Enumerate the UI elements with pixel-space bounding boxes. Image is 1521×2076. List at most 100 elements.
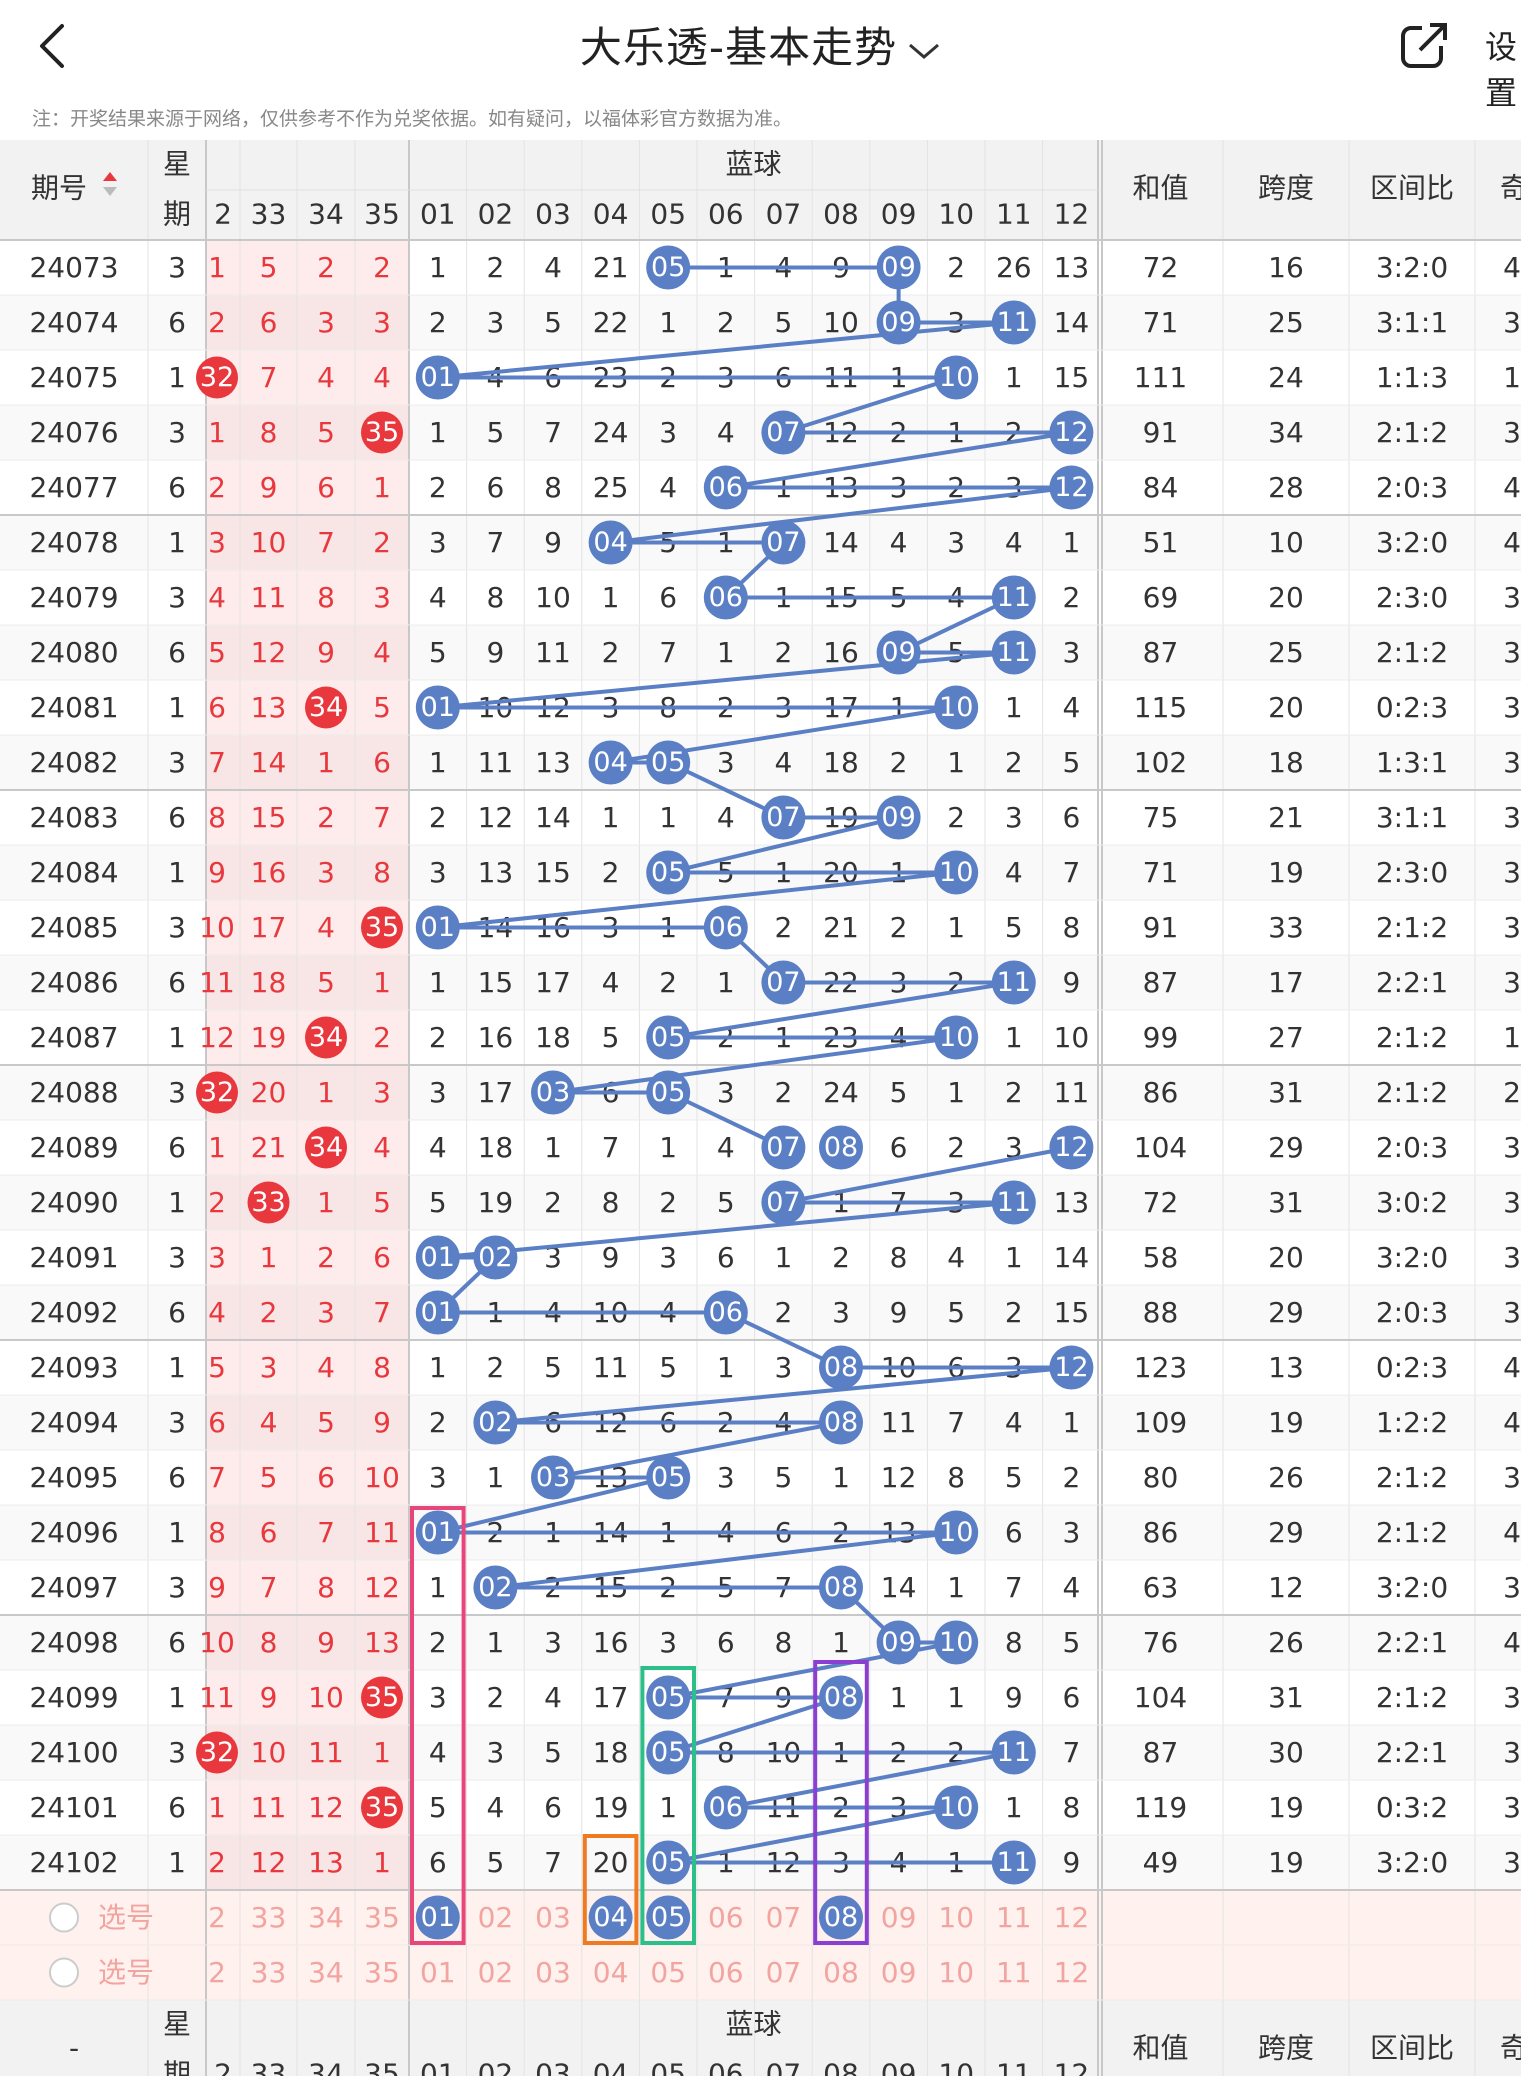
pick-label[interactable]: 选号 — [98, 1956, 154, 1989]
front-miss-count: 1 — [317, 746, 335, 779]
pick-blue-option[interactable]: 10 — [938, 1956, 974, 1989]
row-sum: 99 — [1143, 1021, 1179, 1054]
front-miss-count: 3 — [373, 1076, 391, 1109]
pick-blue-option[interactable]: 12 — [1054, 1956, 1090, 1989]
row-span: 31 — [1268, 1186, 1304, 1219]
row-zone: 3:2:0 — [1376, 1241, 1448, 1274]
pick-front-option[interactable]: 35 — [364, 1956, 400, 1989]
chevron-left-icon[interactable] — [30, 18, 80, 74]
row-sum: 109 — [1134, 1406, 1187, 1439]
pick-blue-option[interactable]: 03 — [535, 1901, 571, 1934]
blue-miss-count: 18 — [593, 1736, 629, 1769]
pick-front-option[interactable]: 2 — [208, 1956, 226, 1989]
front-miss-count: 17 — [251, 911, 287, 944]
pick-front-option[interactable]: 33 — [251, 1956, 287, 1989]
blue-miss-count: 8 — [890, 1241, 908, 1274]
blue-miss-count: 1 — [1005, 1241, 1023, 1274]
pick-front-option[interactable]: 33 — [251, 1901, 287, 1934]
front-hit-number: 34 — [309, 692, 343, 723]
pick-blue-selected[interactable] — [588, 1895, 633, 1940]
page-title[interactable]: 大乐透-基本走势 — [0, 14, 1521, 75]
sort-desc-icon[interactable] — [103, 187, 117, 196]
share-external-icon[interactable] — [1398, 20, 1450, 72]
row-odd: 3 — [1503, 856, 1521, 889]
front-miss-count: 6 — [260, 1516, 278, 1549]
pick-blue-option[interactable]: 09 — [881, 1901, 917, 1934]
pick-front-option[interactable]: 35 — [364, 1901, 400, 1934]
pick-front-option[interactable]: 2 — [208, 1901, 226, 1934]
settings-button[interactable]: 设置 — [1485, 28, 1518, 112]
row-span: 10 — [1268, 526, 1304, 559]
front-miss-count: 1 — [373, 966, 391, 999]
blue-hit-number: 07 — [766, 1187, 800, 1218]
blue-hit-number: 09 — [881, 252, 915, 283]
blue-miss-count: 17 — [593, 1681, 629, 1714]
blue-hit-number: 05 — [651, 1847, 685, 1878]
blue-miss-count: 26 — [996, 251, 1032, 284]
row-odd: 3 — [1503, 1571, 1521, 1604]
pick-blue-option[interactable]: 06 — [708, 1901, 744, 1934]
pick-radio[interactable] — [49, 1957, 79, 1988]
pick-blue-option[interactable]: 06 — [708, 1956, 744, 1989]
blue-col-header: 10 — [938, 2058, 974, 2076]
row-sum: 72 — [1143, 1186, 1179, 1219]
col-issue-header[interactable]: 期号 — [31, 172, 87, 205]
blue-miss-count: 8 — [947, 1461, 965, 1494]
pick-blue-selected[interactable] — [415, 1895, 460, 1940]
blue-miss-count: 17 — [478, 1076, 514, 1109]
blue-miss-count: 11 — [593, 1351, 629, 1384]
pick-blue-option[interactable]: 03 — [535, 1956, 571, 1989]
front-miss-count: 1 — [208, 416, 226, 449]
row-issue: 24099 — [29, 1681, 118, 1714]
pick-blue-option[interactable]: 08 — [823, 1956, 859, 1989]
chevron-down-icon[interactable] — [907, 41, 941, 61]
row-sum: 87 — [1143, 966, 1179, 999]
pick-blue-option[interactable]: 04 — [593, 1956, 629, 1989]
pick-blue-option[interactable]: 10 — [938, 1901, 974, 1934]
row-odd: 3 — [1503, 746, 1521, 779]
pick-blue-selected[interactable] — [646, 1895, 691, 1940]
pick-blue-option[interactable]: 05 — [650, 1956, 686, 1989]
col-week-header-bottom: 期 — [163, 198, 191, 231]
row-odd: 3 — [1503, 1681, 1521, 1714]
blue-miss-count: 2 — [429, 1021, 447, 1054]
col-odd-header: 奇 — [1500, 2032, 1521, 2065]
pick-radio[interactable] — [49, 1902, 79, 1933]
pick-blue-option[interactable]: 11 — [996, 1901, 1032, 1934]
pick-blue-option[interactable]: 07 — [766, 1956, 802, 1989]
blue-col-header: 09 — [881, 2058, 917, 2076]
front-miss-count: 4 — [208, 581, 226, 614]
page-title-text: 大乐透-基本走势 — [579, 23, 898, 72]
pick-blue-option[interactable]: 07 — [766, 1901, 802, 1934]
pick-blue-option[interactable]: 02 — [478, 1956, 514, 1989]
front-miss-count: 7 — [373, 801, 391, 834]
blue-hit-number: 06 — [709, 472, 743, 503]
row-week: 6 — [168, 1461, 186, 1494]
row-sum: 115 — [1134, 691, 1187, 724]
blue-hit-ball — [646, 740, 691, 785]
blue-miss-count: 8 — [1062, 1791, 1080, 1824]
pick-front-option[interactable]: 34 — [308, 1956, 344, 1989]
row-week: 6 — [168, 1131, 186, 1164]
pick-blue-option[interactable]: 09 — [881, 1956, 917, 1989]
pick-blue-selected[interactable] — [819, 1895, 863, 1940]
front-hit-number: 34 — [309, 1022, 343, 1053]
pick-blue-option[interactable]: 12 — [1054, 1901, 1090, 1934]
pick-front-option[interactable]: 34 — [308, 1901, 344, 1934]
sort-asc-icon[interactable] — [103, 172, 117, 181]
front-hit-number: 33 — [251, 1187, 285, 1218]
blue-miss-count: 5 — [774, 1461, 792, 1494]
row-issue: 24073 — [29, 251, 118, 284]
row-sum: 91 — [1143, 911, 1179, 944]
pick-blue-option[interactable]: 01 — [420, 1956, 456, 1989]
row-issue: 24077 — [29, 471, 118, 504]
front-miss-count: 6 — [208, 1406, 226, 1439]
blue-miss-count: 1 — [429, 1571, 447, 1604]
blue-miss-count: 3 — [717, 1076, 735, 1109]
pick-blue-option[interactable]: 02 — [478, 1901, 514, 1934]
row-sum: 123 — [1134, 1351, 1187, 1384]
pick-blue-option[interactable]: 11 — [996, 1956, 1032, 1989]
blue-hit-ball — [415, 1235, 460, 1280]
pick-label[interactable]: 选号 — [98, 1901, 154, 1934]
blue-miss-count: 11 — [1054, 1076, 1090, 1109]
